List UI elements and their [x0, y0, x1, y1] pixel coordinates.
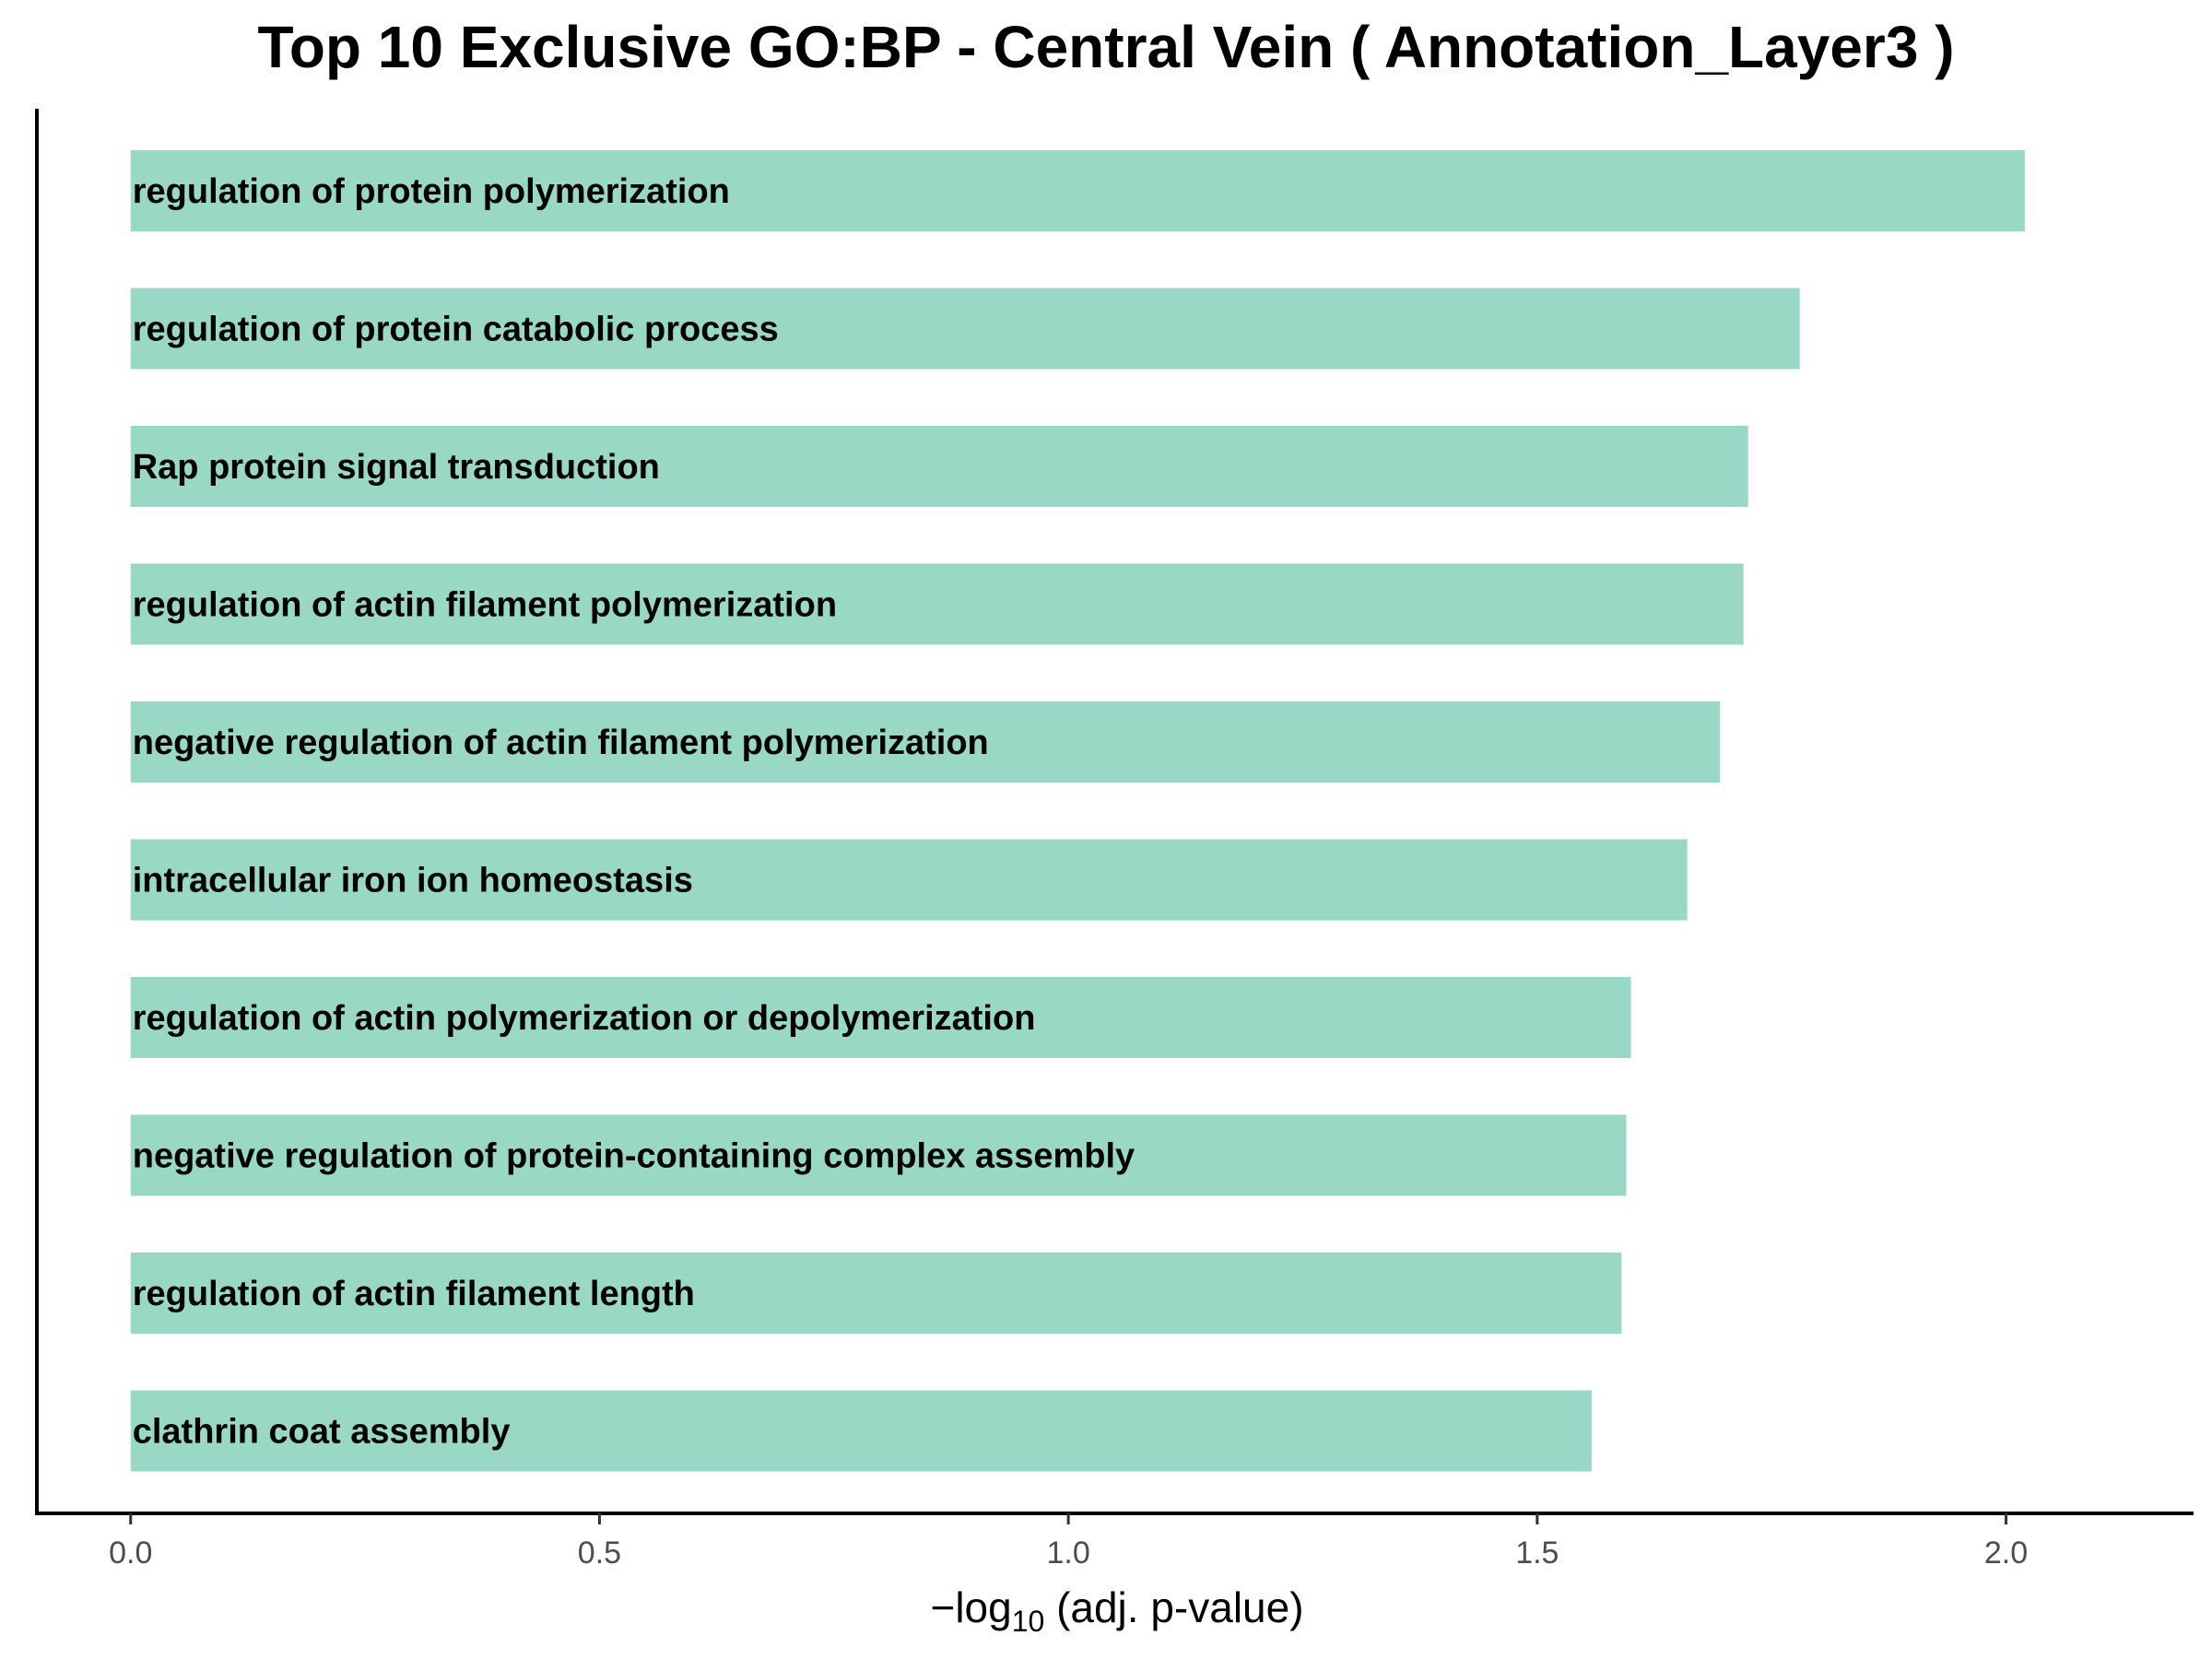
bar-label-8: regulation of actin filament length [133, 1275, 695, 1313]
bar-9 [130, 1390, 1592, 1472]
bar-label-2: Rap protein signal transduction [133, 448, 660, 487]
bar-8 [130, 1253, 1622, 1334]
x-tick-label-3: 1.5 [1515, 1535, 1559, 1571]
x-axis-label-subscript: 10 [1012, 1605, 1045, 1638]
bar-1 [130, 288, 1800, 370]
bar-label-4: negative regulation of actin filament po… [133, 724, 989, 762]
bar-label-0: regulation of protein polymerization [133, 172, 730, 211]
x-axis-label: −log10 (adj. p-value) [930, 1583, 1303, 1638]
bar-7 [130, 1114, 1627, 1196]
bar-3 [130, 563, 1744, 645]
bar-5 [130, 839, 1688, 921]
bar-label-7: negative regulation of protein-containin… [133, 1137, 1135, 1176]
bar-label-5: intracellular iron ion homeostasis [133, 862, 693, 900]
bar-4 [130, 701, 1721, 782]
axes-layer: 0.0 0.5 1.0 1.5 2.0 [35, 109, 2194, 1571]
x-axis-label-suffix: (adj. p-value) [1044, 1583, 1303, 1631]
bar-0 [130, 150, 2025, 231]
x-tick-label-4: 2.0 [1984, 1535, 2028, 1571]
chart-title: Top 10 Exclusive GO:BP - Central Vein ( … [257, 14, 1955, 80]
bar-label-9: clathrin coat assembly [133, 1413, 511, 1452]
x-tick-label-1: 0.5 [578, 1535, 621, 1571]
bar-2 [130, 426, 1748, 507]
bar-6 [130, 977, 1631, 1058]
bar-label-3: regulation of actin filament polymerizat… [133, 586, 837, 625]
x-tick-label-2: 1.0 [1046, 1535, 1089, 1571]
bar-label-6: regulation of actin polymerization or de… [133, 999, 1036, 1038]
bar-label-1: regulation of protein catabolic process [133, 311, 779, 349]
bars-layer: regulation of protein polymerization regu… [130, 150, 2025, 1472]
x-tick-label-0: 0.0 [109, 1535, 152, 1571]
x-axis-label-prefix: −log [930, 1583, 1011, 1631]
